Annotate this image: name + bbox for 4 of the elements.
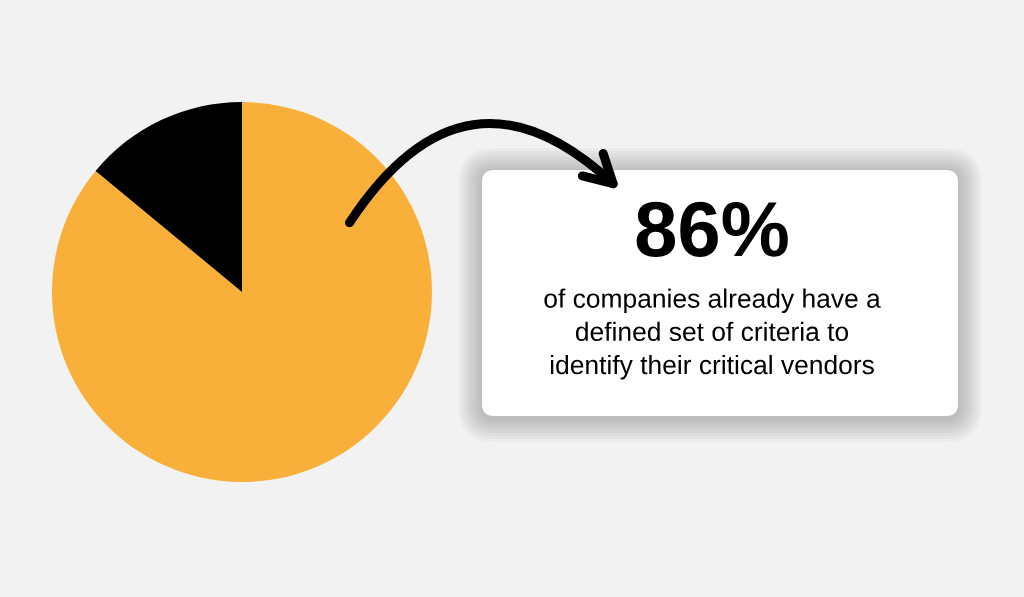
text: 86% [636,201,788,257]
text: of companies already have a defined set of criteria to identify their critical vendors [544,288,881,380]
pie-slice [95,102,242,292]
pie-slice [52,102,432,482]
